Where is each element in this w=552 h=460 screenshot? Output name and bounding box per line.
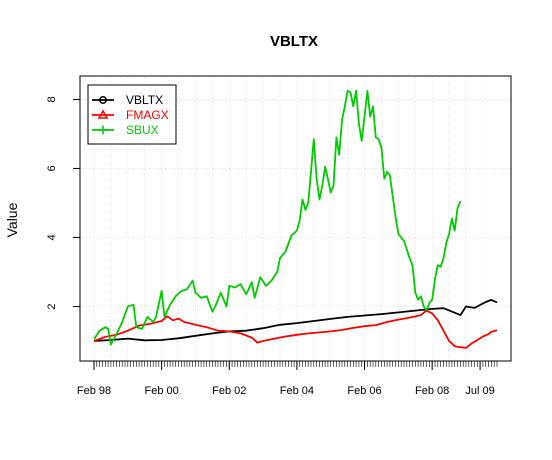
- y-tick-label: 4: [46, 234, 58, 240]
- plus-marker-icon: [98, 125, 108, 135]
- series-layer: [93, 89, 498, 349]
- legend-label-fmagx: FMAGX: [126, 108, 169, 122]
- series-line-sbux: [93, 89, 462, 346]
- axes: Feb 98 Feb 00 Feb 02 Feb 04 Feb 06 Feb 08 Jul …: [46, 96, 498, 397]
- circle-marker-icon: [99, 96, 107, 104]
- x-tick-label: Feb 98: [77, 385, 111, 397]
- y-axis-label: Value: [4, 202, 20, 237]
- x-tick-label: Feb 08: [415, 385, 449, 397]
- y-tick-label: 6: [46, 165, 58, 171]
- chart-title: VBLTX: [270, 33, 318, 50]
- y-tick-label: 2: [46, 303, 58, 309]
- x-tick-label: Feb 02: [212, 385, 246, 397]
- x-tick-label: Feb 04: [280, 385, 314, 397]
- series-line-vbltx: [93, 299, 498, 342]
- triangle-marker-icon: [97, 109, 109, 119]
- y-tick-label: 8: [46, 96, 58, 102]
- x-tick-label: Feb 00: [145, 385, 179, 397]
- x-tick-label: Feb 06: [347, 385, 381, 397]
- series-line-fmagx: [93, 309, 498, 349]
- plot-frame: [79, 75, 512, 362]
- x-tick-label: Jul 09: [465, 385, 494, 397]
- legend-label-sbux: SBUX: [126, 123, 159, 137]
- legend-label-vbltx: VBLTX: [126, 93, 163, 107]
